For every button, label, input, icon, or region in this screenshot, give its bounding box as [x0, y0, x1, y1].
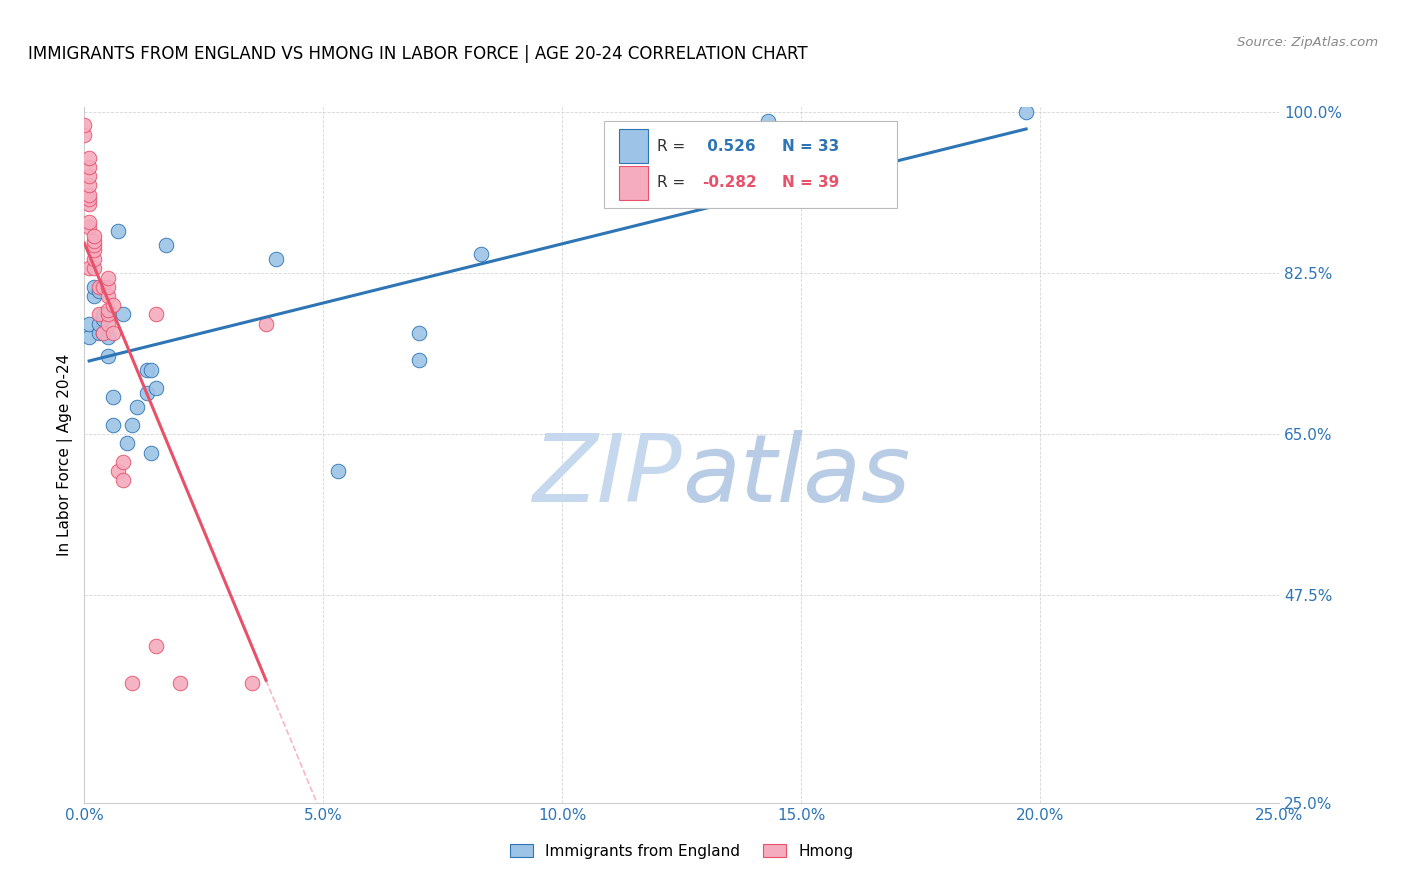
Point: [145, 639, 167, 653]
Point: [83, 261, 105, 276]
Text: N = 39: N = 39: [782, 176, 839, 190]
Point: [83, 252, 105, 266]
Text: IMMIGRANTS FROM ENGLAND VS HMONG IN LABOR FORCE | AGE 20-24 CORRELATION CHART: IMMIGRANTS FROM ENGLAND VS HMONG IN LABO…: [28, 45, 807, 62]
Bar: [605, 121, 897, 208]
Point: [135, 362, 157, 376]
Text: 0.526: 0.526: [702, 138, 756, 153]
Point: [87, 279, 110, 293]
Legend: Immigrants from England, Hmong: Immigrants from England, Hmong: [505, 838, 859, 864]
Point: [83, 234, 105, 248]
Point: [111, 473, 134, 487]
Point: [77, 151, 100, 165]
Point: [83, 243, 105, 257]
Point: [470, 247, 492, 261]
Point: [408, 353, 430, 368]
Text: ZIP: ZIP: [533, 430, 682, 521]
Point: [97, 307, 120, 321]
Point: [101, 390, 124, 404]
Point: [77, 196, 100, 211]
Point: [117, 436, 139, 450]
Point: [101, 298, 124, 312]
Point: [77, 219, 100, 234]
Point: [97, 289, 120, 303]
Point: [93, 326, 115, 340]
Point: [97, 270, 120, 285]
Point: [97, 279, 120, 293]
Point: [756, 113, 779, 128]
Point: [83, 238, 105, 252]
Point: [77, 330, 100, 344]
Point: [240, 676, 263, 690]
Point: [169, 676, 191, 690]
Text: Source: ZipAtlas.com: Source: ZipAtlas.com: [1237, 36, 1378, 49]
Point: [107, 464, 129, 478]
Point: [87, 326, 110, 340]
Point: [125, 400, 148, 414]
Point: [77, 169, 100, 183]
Point: [101, 417, 124, 432]
Point: [77, 192, 100, 206]
Point: [145, 307, 167, 321]
Point: [876, 132, 898, 146]
Point: [83, 279, 105, 293]
Point: [326, 464, 349, 478]
Point: [107, 224, 129, 238]
Point: [408, 326, 430, 340]
Point: [77, 187, 100, 202]
Point: [155, 238, 177, 252]
Point: [97, 302, 120, 317]
Point: [77, 178, 100, 193]
Point: [101, 326, 124, 340]
Point: [87, 307, 110, 321]
Point: [77, 261, 100, 276]
Point: [73, 128, 96, 142]
Text: R =: R =: [657, 138, 690, 153]
Point: [73, 119, 96, 133]
Point: [77, 215, 100, 229]
Point: [121, 417, 143, 432]
Point: [97, 349, 120, 363]
Point: [111, 307, 134, 321]
Point: [93, 307, 115, 321]
Text: -0.282: -0.282: [702, 176, 756, 190]
Text: N = 33: N = 33: [782, 138, 839, 153]
Point: [97, 317, 120, 331]
Point: [93, 312, 115, 326]
Point: [145, 381, 167, 395]
Point: [87, 285, 110, 299]
Point: [141, 362, 163, 376]
Point: [93, 279, 115, 293]
Point: [141, 445, 163, 459]
Point: [121, 676, 143, 690]
Point: [264, 252, 287, 266]
Point: [135, 385, 157, 400]
Point: [77, 317, 100, 331]
Point: [111, 455, 134, 469]
Point: [93, 326, 115, 340]
Point: [1015, 104, 1038, 119]
Point: [77, 160, 100, 174]
Point: [83, 289, 105, 303]
Text: R =: R =: [657, 176, 690, 190]
Text: atlas: atlas: [682, 430, 910, 521]
Y-axis label: In Labor Force | Age 20-24: In Labor Force | Age 20-24: [58, 354, 73, 556]
Point: [87, 317, 110, 331]
Point: [83, 229, 105, 244]
Point: [97, 330, 120, 344]
Bar: [619, 129, 648, 162]
Bar: [619, 166, 648, 200]
Point: [254, 317, 277, 331]
